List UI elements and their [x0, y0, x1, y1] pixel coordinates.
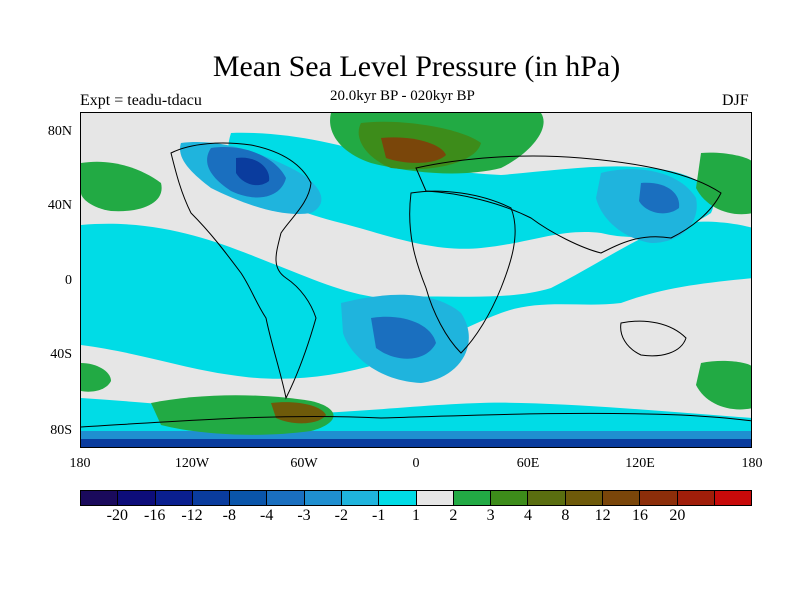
colorbar-swatch	[565, 491, 603, 505]
colorbar-label: 3	[486, 507, 495, 524]
colorbar-label: 16	[632, 507, 648, 524]
colorbar-label: -20	[106, 507, 128, 524]
lon-label-0: 0	[412, 456, 420, 471]
colorbar-swatch	[81, 491, 119, 505]
green-north-pacific-east	[696, 152, 751, 215]
brown-arctic-core	[381, 137, 446, 163]
deep-blue-japan	[639, 182, 680, 214]
colorbar-label: -1	[371, 507, 386, 524]
colorbar-label: -8	[222, 507, 236, 524]
colorbar-label: -3	[297, 507, 311, 524]
colorbar-swatch	[453, 491, 492, 505]
brown-south-pacific	[271, 402, 326, 424]
core-laurentide	[236, 157, 270, 186]
colorbar-swatch	[341, 491, 380, 505]
lat-label-40s: 40S	[50, 347, 72, 362]
colorbar-label: 4	[524, 507, 532, 524]
colorbar-swatch	[602, 491, 641, 505]
colorbar-label: -2	[334, 507, 348, 524]
colorbar-swatch	[714, 491, 752, 505]
colorbar-swatch	[491, 491, 529, 505]
colorbar-swatch	[379, 491, 417, 505]
lon-label-60w: 60W	[290, 456, 318, 471]
cyan-band-north	[228, 132, 714, 249]
lon-label-60e: 60E	[516, 456, 540, 471]
pressure-map	[80, 112, 752, 448]
colorbar-label: 2	[449, 507, 458, 524]
deep-blue-atlantic	[371, 316, 436, 359]
green-north-pacific-west	[81, 161, 162, 212]
lat-label-40n: 40N	[47, 198, 72, 213]
lon-label-120e: 120E	[625, 456, 655, 471]
colorbar-label: -16	[143, 507, 166, 524]
lat-label-80n: 80N	[47, 124, 72, 139]
lat-label-80s: 80S	[50, 423, 72, 438]
colorbar-label: -12	[181, 507, 203, 524]
colorbar-swatch	[192, 491, 231, 505]
green-south-east	[696, 360, 751, 410]
experiment-label: Expt = teadu-tdacu	[80, 92, 202, 109]
map-subtitle: 20.0kyr BP - 020kyr BP	[330, 88, 475, 104]
colorbar-swatch	[416, 491, 454, 505]
colorbar-swatch	[640, 491, 678, 505]
lon-label-180w: 180	[69, 456, 91, 471]
colorbar	[80, 490, 752, 506]
coastlines	[81, 142, 751, 428]
colorbar-swatch	[155, 491, 193, 505]
colorbar-label: 12	[594, 507, 611, 524]
colorbar-label: 1	[412, 507, 420, 524]
green-south-west	[81, 363, 111, 392]
colorbar-label: -4	[259, 507, 274, 524]
lon-label-180e: 180	[741, 456, 763, 471]
colorbar-label: 8	[561, 507, 570, 524]
colorbar-swatch	[304, 491, 342, 505]
deep-blue-antarctic	[81, 439, 751, 447]
season-label: DJF	[722, 92, 749, 109]
lon-label-120w: 120W	[174, 456, 210, 471]
colorbar-swatch	[677, 491, 715, 505]
lat-label-0: 0	[65, 273, 72, 288]
colorbar-swatch	[230, 491, 268, 505]
colorbar-label: 20	[669, 507, 686, 524]
colorbar-swatch	[118, 491, 156, 505]
colorbar-swatch	[267, 491, 305, 505]
map-title: Mean Sea Level Pressure (in hPa)	[212, 50, 621, 83]
colorbar-swatch	[528, 491, 566, 505]
